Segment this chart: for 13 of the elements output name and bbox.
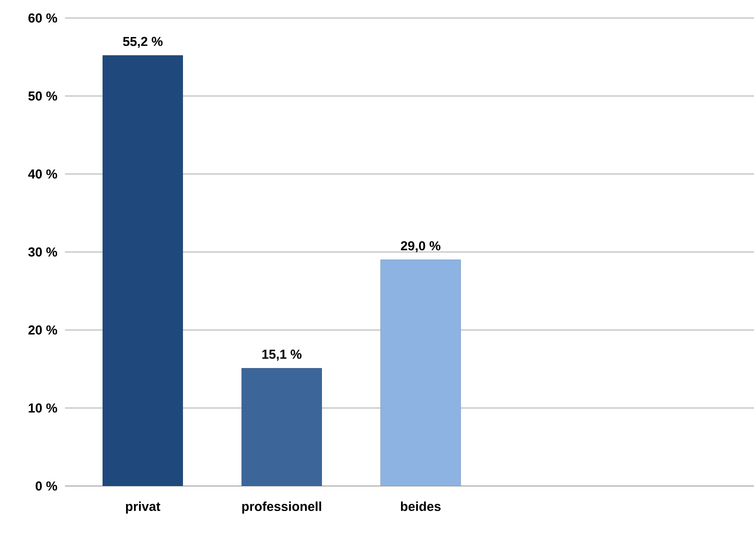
y-tick-label: 30 %: [28, 247, 58, 257]
x-tick-label: privat: [126, 502, 160, 514]
y-tick-label: 50 %: [28, 91, 58, 101]
x-tick-label: professionell: [242, 502, 322, 514]
y-tick-label: 0 %: [36, 481, 58, 491]
data-label: 55,2 %: [123, 36, 163, 48]
data-label: 15,1 %: [262, 350, 302, 361]
y-tick-label: 10 %: [28, 403, 58, 413]
y-tick-label: 60 %: [28, 13, 58, 23]
data-label: 29,0 %: [400, 241, 440, 252]
x-tick-label: beides: [400, 502, 441, 512]
y-tick-label: 20 %: [28, 325, 58, 335]
y-tick-label: 40 %: [28, 169, 58, 179]
